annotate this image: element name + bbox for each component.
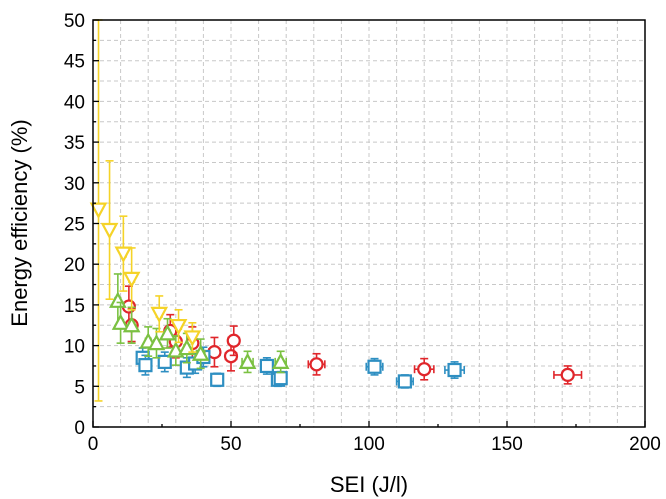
data-point-triangle-up	[108, 291, 127, 308]
data-layer	[89, 19, 583, 402]
data-point-circle	[223, 349, 239, 364]
data-point-triangle-up	[111, 313, 130, 330]
y-axis-title: Energy efficiency (%)	[7, 119, 32, 326]
data-point-triangle-down	[183, 330, 202, 347]
data-point-triangle-up	[158, 324, 177, 341]
x-axis-title: SEI (J/l)	[330, 472, 408, 497]
data-point-triangle-up	[177, 338, 196, 356]
data-point-circle	[560, 367, 575, 383]
y-tick-label: 40	[64, 92, 85, 113]
y-tick-label: 15	[64, 296, 85, 317]
data-point-square	[397, 374, 412, 389]
y-tick-label: 35	[64, 133, 85, 154]
data-point-triangle-up	[191, 344, 210, 361]
data-point-triangle-down	[150, 306, 169, 324]
y-tick-label: 20	[64, 255, 85, 276]
data-point-triangle-up	[147, 333, 166, 351]
data-point-square	[367, 359, 382, 374]
data-point-square	[138, 358, 153, 373]
data-point-triangle-down	[89, 202, 108, 219]
data-point-square	[259, 358, 274, 374]
data-point-circle	[417, 362, 432, 377]
y-tick-label: 5	[74, 377, 85, 398]
data-point-triangle-down	[100, 222, 119, 240]
data-point-circle	[226, 333, 241, 348]
data-point-square	[273, 371, 288, 386]
x-tick-label: 0	[88, 434, 99, 455]
data-point-triangle-up	[122, 315, 141, 333]
data-point-square	[447, 362, 462, 378]
y-tick-label: 30	[64, 174, 85, 195]
y-tick-label: 0	[74, 418, 85, 439]
data-point-triangle-down	[169, 318, 188, 336]
data-point-triangle-down	[114, 246, 133, 263]
x-tick-label: 200	[629, 434, 661, 455]
data-point-square	[157, 354, 172, 369]
y-tick-label: 50	[64, 11, 85, 32]
series-triangle-down	[89, 19, 202, 402]
data-point-triangle-down	[122, 271, 141, 289]
data-point-square	[210, 372, 225, 387]
x-tick-label: 150	[491, 434, 523, 455]
data-point-triangle-up	[238, 352, 257, 369]
axis-layer: 0 50 100 150 200 0 5 10 15 20 25 30 35 40 45 50	[64, 11, 661, 455]
y-tick-label: 45	[64, 52, 85, 73]
series-triangle-up	[108, 273, 290, 374]
data-point-triangle-up	[271, 352, 290, 369]
x-tick-label: 50	[220, 434, 241, 455]
y-tick-label: 25	[64, 215, 85, 236]
y-tick-label: 10	[64, 337, 85, 358]
x-tick-label: 100	[353, 434, 385, 455]
data-point-circle	[309, 357, 324, 372]
